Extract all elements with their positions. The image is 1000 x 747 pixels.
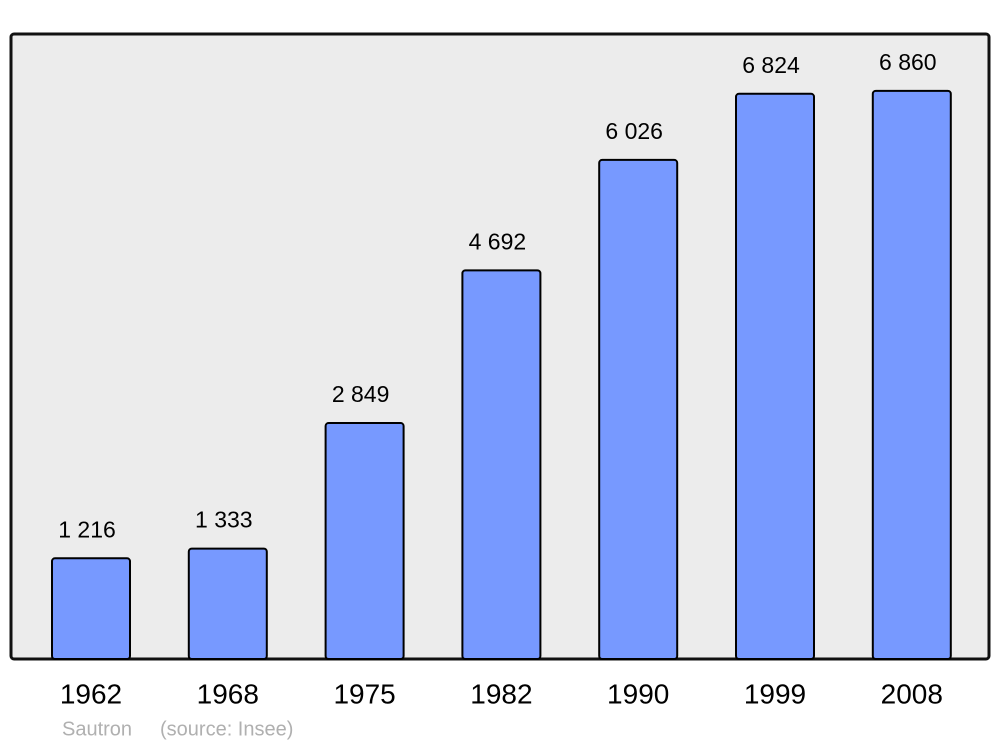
value-label: 1 216 bbox=[58, 516, 116, 542]
x-tick-label: 2008 bbox=[881, 678, 943, 709]
source: (source: Insee) bbox=[160, 718, 293, 740]
x-tick-label: 1999 bbox=[744, 678, 806, 709]
bar bbox=[51, 557, 131, 660]
x-tick-label: 1968 bbox=[197, 678, 259, 709]
bar bbox=[461, 269, 542, 660]
value-label: 6 026 bbox=[605, 118, 663, 144]
bar bbox=[871, 89, 952, 661]
x-tick-label: 1962 bbox=[60, 678, 122, 709]
bar bbox=[735, 92, 815, 661]
chart-title: Sautron bbox=[62, 718, 132, 740]
value-label: 2 849 bbox=[332, 381, 390, 407]
x-tick-label: 1982 bbox=[470, 678, 532, 709]
bar bbox=[324, 422, 405, 660]
value-label: 6 860 bbox=[879, 49, 937, 75]
x-tick-label: 1990 bbox=[607, 678, 669, 709]
value-label: 6 824 bbox=[742, 52, 800, 78]
x-tick-label: 1975 bbox=[333, 678, 395, 709]
value-label: 1 333 bbox=[195, 507, 253, 533]
bar bbox=[187, 547, 268, 660]
value-label: 4 692 bbox=[469, 228, 527, 254]
bar bbox=[598, 158, 679, 661]
